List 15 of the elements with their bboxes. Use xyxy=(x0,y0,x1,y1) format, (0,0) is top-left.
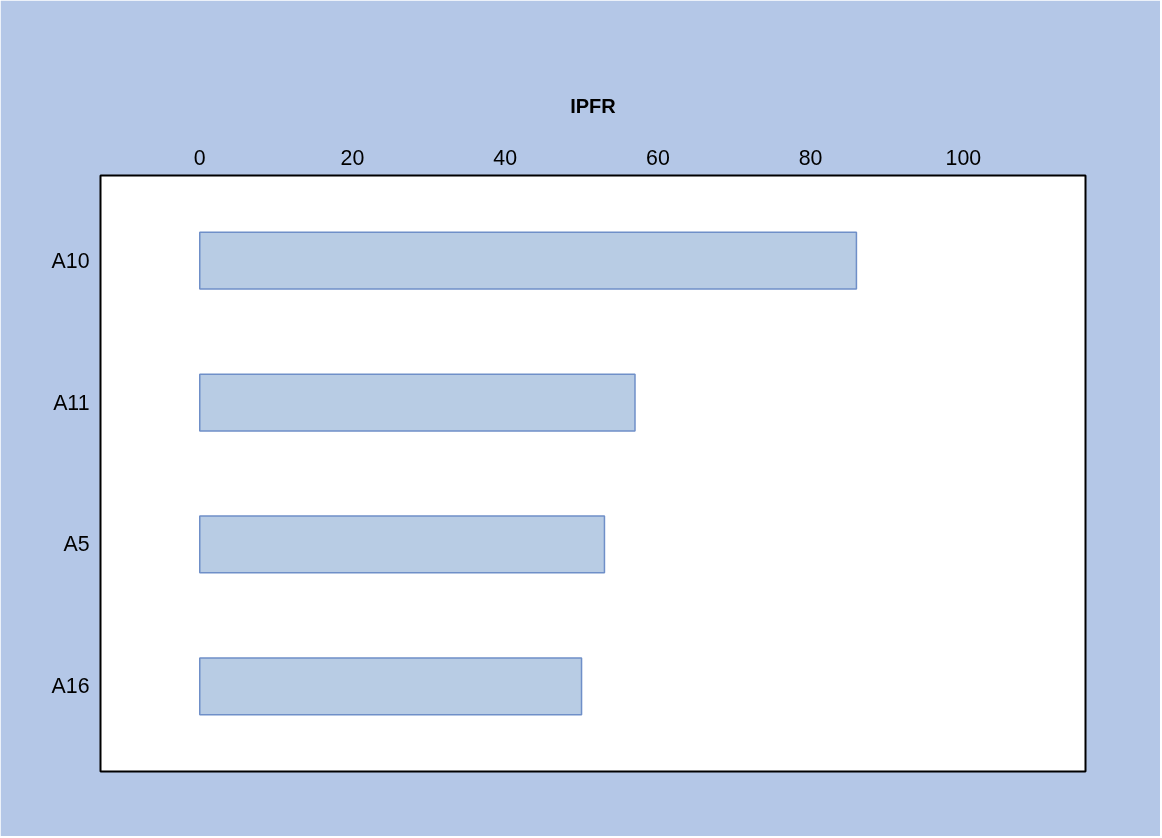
y-tick-label: A5 xyxy=(63,532,90,557)
x-tick-label: 40 xyxy=(493,145,518,170)
x-tick-label: 80 xyxy=(798,145,823,170)
chart-title: IPFR xyxy=(570,94,617,117)
bar xyxy=(199,231,858,290)
x-tick-label: 60 xyxy=(646,145,670,170)
x-tick-label: 20 xyxy=(340,145,365,170)
y-tick-label: A11 xyxy=(53,390,90,415)
bar xyxy=(199,373,636,432)
y-tick-label: A16 xyxy=(51,674,90,699)
y-tick-label: A10 xyxy=(51,248,90,273)
bar xyxy=(199,657,583,716)
bar xyxy=(199,515,606,574)
x-tick-label: 100 xyxy=(945,145,982,170)
x-tick-label: 0 xyxy=(193,145,206,170)
